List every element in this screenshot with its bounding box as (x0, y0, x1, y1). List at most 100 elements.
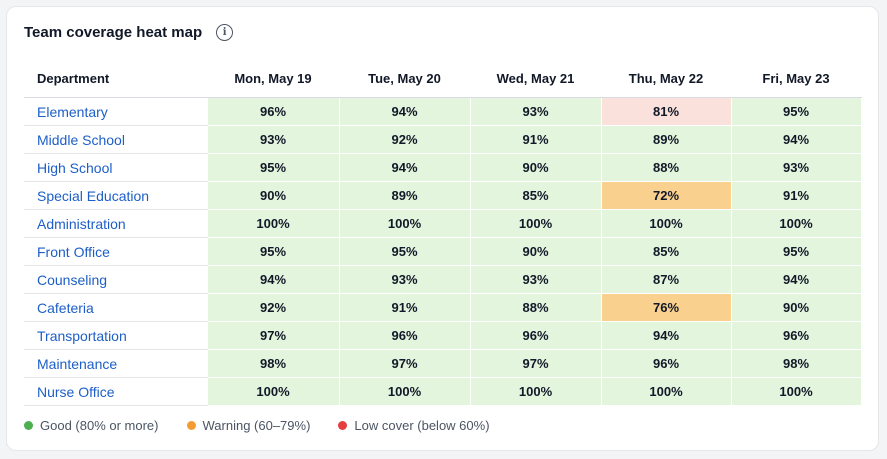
coverage-cell[interactable]: 100% (469, 377, 602, 406)
coverage-cell[interactable]: 100% (338, 377, 471, 406)
coverage-cell[interactable]: 89% (338, 181, 471, 210)
card-header: Team coverage heat map i (24, 24, 234, 41)
coverage-cell[interactable]: 92% (206, 293, 340, 322)
coverage-cell[interactable]: 88% (600, 153, 732, 182)
department-link[interactable]: Nurse Office (24, 377, 207, 406)
coverage-cell[interactable]: 100% (469, 209, 602, 238)
red-dot-icon (338, 421, 348, 430)
table-row: Special Education 90% 89% 85% 72% 91% (24, 181, 862, 210)
coverage-cell[interactable]: 94% (730, 265, 862, 294)
coverage-cell[interactable]: 100% (730, 377, 862, 406)
coverage-cell[interactable]: 97% (469, 349, 602, 378)
legend-label: Low cover (below 60%) (354, 418, 490, 433)
coverage-cell[interactable]: 92% (338, 125, 471, 154)
coverage-cell[interactable]: 95% (338, 237, 471, 266)
green-dot-icon (24, 421, 33, 430)
coverage-cell[interactable]: 81% (600, 97, 732, 126)
coverage-cell[interactable]: 87% (600, 265, 732, 294)
coverage-cell[interactable]: 96% (600, 349, 732, 378)
coverage-cell[interactable]: 93% (469, 97, 602, 126)
coverage-cell[interactable]: 95% (206, 153, 340, 182)
table-row: Maintenance 98% 97% 97% 96% 98% (24, 349, 862, 378)
coverage-cell[interactable]: 96% (469, 321, 602, 350)
legend-label: Good (80% or more) (40, 418, 159, 433)
table-row: Transportation 97% 96% 96% 94% 96% (24, 321, 862, 350)
coverage-cell[interactable]: 93% (469, 265, 602, 294)
coverage-cell[interactable]: 95% (730, 237, 862, 266)
department-link[interactable]: Administration (24, 209, 207, 238)
legend-item: Good (80% or more) (24, 418, 159, 433)
table-row: High School 95% 94% 90% 88% 93% (24, 153, 862, 182)
day-header: Mon, May 19 (207, 59, 339, 98)
orange-dot-icon (186, 421, 196, 430)
table-body: Elementary 96% 94% 93% 81% 95% Middle School 93… (24, 97, 862, 406)
heat-map-table: Department Mon, May 19 Tue, May 20 Wed, … (24, 59, 862, 406)
department-link[interactable]: Middle School (24, 125, 207, 154)
coverage-cell[interactable]: 100% (206, 209, 340, 238)
coverage-cell[interactable]: 94% (600, 321, 732, 350)
day-header: Wed, May 21 (470, 59, 601, 98)
header-row: Department Mon, May 19 Tue, May 20 Wed, … (24, 59, 861, 98)
coverage-cell[interactable]: 97% (338, 349, 471, 378)
coverage-cell[interactable]: 94% (206, 265, 340, 294)
table-row: Administration 100% 100% 100% 100% 100% (24, 209, 862, 238)
department-link[interactable]: Transportation (24, 321, 207, 350)
day-header: Tue, May 20 (339, 59, 470, 98)
coverage-cell[interactable]: 91% (338, 293, 471, 322)
coverage-cell[interactable]: 76% (600, 293, 732, 322)
coverage-cell[interactable]: 93% (206, 125, 340, 154)
coverage-cell[interactable]: 96% (730, 321, 862, 350)
table-row: Counseling 94% 93% 93% 87% 94% (24, 265, 862, 294)
legend-label: Warning (60–79%) (202, 418, 311, 433)
department-link[interactable]: Elementary (24, 97, 207, 126)
coverage-cell[interactable]: 96% (206, 97, 340, 126)
table-row: Middle School 93% 92% 91% 89% 94% (24, 125, 862, 154)
department-link[interactable]: Maintenance (24, 349, 207, 378)
coverage-cell[interactable]: 95% (730, 97, 862, 126)
table-row: Elementary 96% 94% 93% 81% 95% (24, 97, 862, 126)
department-header: Department (24, 59, 207, 98)
day-header: Fri, May 23 (731, 59, 861, 98)
coverage-cell[interactable]: 100% (730, 209, 862, 238)
table-row: Nurse Office 100% 100% 100% 100% 100% (24, 377, 862, 406)
coverage-card: Team coverage heat map i Department Mon,… (6, 6, 879, 451)
coverage-cell[interactable]: 85% (600, 237, 732, 266)
card-title: Team coverage heat map (24, 24, 203, 41)
coverage-cell[interactable]: 90% (730, 293, 862, 322)
coverage-cell[interactable]: 97% (206, 321, 340, 350)
department-link[interactable]: Cafeteria (24, 293, 207, 322)
legend: Good (80% or more) Warning (60–79%) Low co… (24, 418, 518, 433)
coverage-cell[interactable]: 93% (338, 265, 471, 294)
coverage-cell[interactable]: 98% (206, 349, 340, 378)
info-icon[interactable]: i (216, 24, 234, 41)
coverage-cell[interactable]: 94% (338, 153, 471, 182)
department-link[interactable]: High School (24, 153, 207, 182)
coverage-cell[interactable]: 90% (469, 153, 602, 182)
coverage-cell[interactable]: 88% (469, 293, 602, 322)
coverage-cell[interactable]: 100% (600, 377, 732, 406)
department-link[interactable]: Counseling (24, 265, 207, 294)
coverage-cell[interactable]: 89% (600, 125, 732, 154)
coverage-cell[interactable]: 100% (600, 209, 732, 238)
coverage-cell[interactable]: 91% (469, 125, 602, 154)
coverage-cell[interactable]: 98% (730, 349, 862, 378)
coverage-cell[interactable]: 85% (469, 181, 602, 210)
day-header: Thu, May 22 (601, 59, 731, 98)
table-row: Cafeteria 92% 91% 88% 76% 90% (24, 293, 862, 322)
department-link[interactable]: Front Office (24, 237, 207, 266)
coverage-cell[interactable]: 96% (338, 321, 471, 350)
coverage-cell[interactable]: 95% (206, 237, 340, 266)
coverage-cell[interactable]: 90% (469, 237, 602, 266)
legend-item: Low cover (below 60%) (338, 418, 490, 433)
coverage-cell[interactable]: 91% (730, 181, 862, 210)
coverage-cell[interactable]: 93% (730, 153, 862, 182)
coverage-cell[interactable]: 100% (338, 209, 471, 238)
department-link[interactable]: Special Education (24, 181, 207, 210)
coverage-cell[interactable]: 90% (206, 181, 340, 210)
coverage-cell[interactable]: 72% (600, 181, 732, 210)
table-row: Front Office 95% 95% 90% 85% 95% (24, 237, 862, 266)
coverage-cell[interactable]: 94% (338, 97, 471, 126)
coverage-cell[interactable]: 94% (730, 125, 862, 154)
coverage-cell[interactable]: 100% (206, 377, 340, 406)
legend-item: Warning (60–79%) (186, 418, 311, 433)
